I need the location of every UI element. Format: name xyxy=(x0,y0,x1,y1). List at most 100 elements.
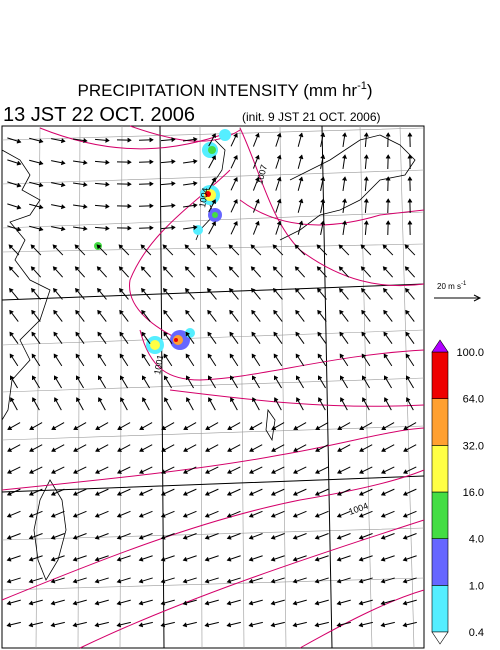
wind-arrow xyxy=(205,422,219,430)
wind-arrow xyxy=(94,577,109,584)
arrow-head xyxy=(76,397,81,402)
colorbar-box xyxy=(431,445,449,493)
wind-arrow xyxy=(363,176,369,192)
wind-arrow xyxy=(336,621,351,628)
arrow-head xyxy=(402,535,408,540)
arrow-head xyxy=(140,266,146,271)
arrow-head xyxy=(142,375,147,380)
wind-arrow xyxy=(204,555,219,562)
wind-arrow xyxy=(315,444,329,452)
wind-arrow xyxy=(6,488,21,496)
wind-arrow xyxy=(381,444,395,452)
arrow-head xyxy=(292,556,298,562)
precipitation xyxy=(94,129,231,354)
wind-arrow xyxy=(314,488,329,496)
arrow-head xyxy=(161,447,166,452)
arrow-head xyxy=(52,244,58,249)
arrow-head xyxy=(211,221,216,226)
arrow-head xyxy=(336,578,342,584)
arrow-head xyxy=(339,331,344,337)
arrow-head xyxy=(162,244,168,249)
wind-arrow xyxy=(402,555,417,562)
arrow-head xyxy=(207,288,212,293)
arrow-head xyxy=(73,425,78,430)
wind-arrow xyxy=(72,226,88,231)
arrow-head xyxy=(358,535,364,540)
wind-arrow xyxy=(320,220,326,235)
arrow-head xyxy=(75,309,80,315)
wind-arrow xyxy=(94,533,109,540)
wind-arrow xyxy=(182,599,197,606)
wind-arrow xyxy=(205,466,219,474)
arrow-head xyxy=(293,425,298,430)
wind-arrow xyxy=(75,331,85,345)
arrow-head xyxy=(204,556,210,562)
arrow-head xyxy=(358,556,364,562)
wind-arrow xyxy=(230,132,238,147)
wind-arrow xyxy=(270,599,285,606)
wind-arrow xyxy=(385,220,391,236)
arrow-head xyxy=(10,397,15,402)
arrow-head xyxy=(298,176,304,182)
arrow-head xyxy=(407,220,413,225)
wind-arrow xyxy=(275,176,282,191)
wind-arrow xyxy=(76,397,84,411)
wind-arrow xyxy=(292,599,307,606)
wind-arrow xyxy=(207,309,217,322)
arrow-head xyxy=(160,622,166,628)
wind-arrow xyxy=(273,309,283,322)
wind-arrow xyxy=(226,533,241,540)
wind-arrow xyxy=(407,220,413,236)
arrow-head xyxy=(380,578,386,584)
wind-arrow xyxy=(72,510,87,518)
arrow-head xyxy=(204,578,210,584)
arrow-head xyxy=(402,578,408,584)
wind-arrow xyxy=(383,331,393,345)
arrow-head xyxy=(342,132,347,137)
arrow-head xyxy=(204,535,210,540)
arrow-head xyxy=(405,331,410,337)
arrow-head xyxy=(340,397,345,402)
arrow-head xyxy=(251,309,256,315)
arrow-head xyxy=(318,397,323,402)
arrow-head xyxy=(316,266,322,271)
arrow-head xyxy=(116,578,122,584)
wind-arrow xyxy=(338,266,350,278)
wind-arrow xyxy=(363,154,369,170)
arrow-head xyxy=(31,288,36,293)
arrow-head xyxy=(138,513,144,518)
arrow-head xyxy=(276,132,282,138)
arrow-head xyxy=(336,535,342,540)
arrow-head xyxy=(9,375,15,380)
wind-arrow xyxy=(249,422,263,430)
wind-arrow xyxy=(314,555,329,562)
contour-label: 1004 xyxy=(197,187,210,208)
arrow-head xyxy=(320,132,326,138)
arrow-head xyxy=(138,535,144,540)
wind-arrow xyxy=(380,621,395,628)
wind-arrow xyxy=(161,444,175,452)
wind-arrow xyxy=(250,266,262,278)
arrow-head xyxy=(403,447,408,452)
wind-arrow xyxy=(140,244,152,256)
arrow-head xyxy=(54,397,59,402)
wind-arrow xyxy=(204,577,219,584)
wind-arrow xyxy=(73,422,87,430)
arrow-head xyxy=(337,447,342,452)
wind-arrow xyxy=(359,422,373,430)
arrow-head xyxy=(315,425,320,430)
arrow-head xyxy=(405,353,410,359)
wind-arrow xyxy=(229,288,239,300)
wind-arrow xyxy=(98,397,106,411)
arrow-head xyxy=(120,375,125,380)
arrow-head xyxy=(95,447,100,452)
arrow-head xyxy=(182,622,188,628)
wind-arrow xyxy=(54,397,62,411)
wind-arrow xyxy=(51,444,65,452)
arrow-head xyxy=(139,447,144,452)
wind-arrow xyxy=(7,159,22,166)
arrow-head xyxy=(363,198,369,203)
wind-arrow xyxy=(297,198,304,213)
wind-arrow xyxy=(336,555,351,562)
wind-arrow xyxy=(337,466,351,474)
